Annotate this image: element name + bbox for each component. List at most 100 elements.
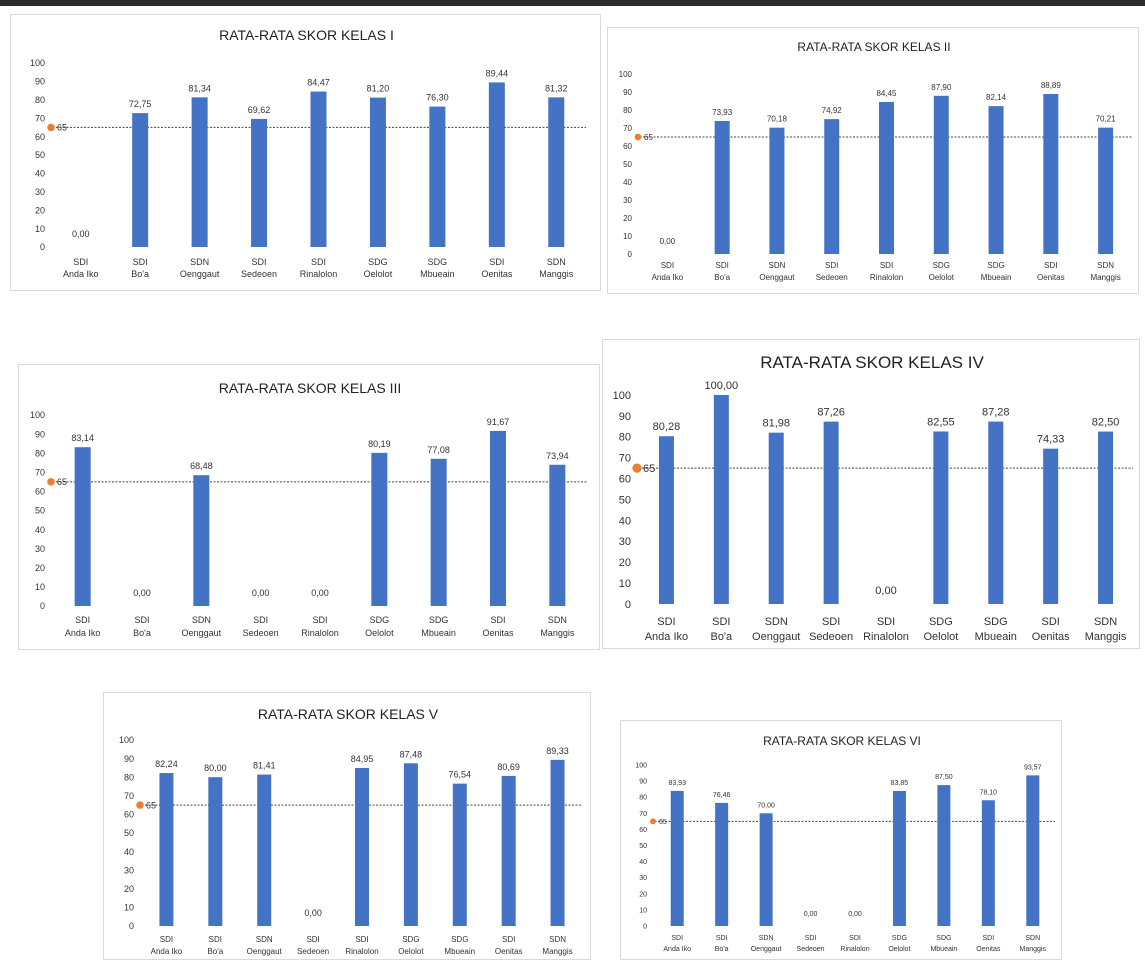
y-tick-label: 70	[35, 467, 45, 477]
data-label: 87,90	[931, 83, 952, 92]
data-label: 0,00	[660, 237, 676, 246]
y-tick-label: 40	[124, 847, 134, 857]
x-tick-label: SDI Rinalolon	[870, 261, 903, 282]
y-tick-label: 30	[35, 187, 45, 197]
x-tick-label: SDN Oenggaut	[759, 261, 795, 282]
chart-title: RATA-RATA SKOR KELAS III	[219, 380, 402, 396]
y-tick-label: 80	[35, 448, 45, 458]
x-tick-label: SDG Mbueain	[981, 261, 1012, 282]
data-label: 84,45	[876, 89, 897, 98]
x-tick-label: SDI Anda Iko	[663, 935, 691, 953]
bar	[933, 95, 949, 254]
y-tick-label: 100	[119, 735, 134, 745]
x-tick-label: SDG Mbueain	[421, 615, 456, 638]
chart-kelas-3: RATA-RATA SKOR KELAS III 0 10 20 30 40 50 60 70 8…	[18, 364, 600, 650]
x-tick-label: SDN Manggis	[1020, 935, 1047, 953]
reference-label: 65	[643, 463, 655, 475]
data-label: 89,44	[486, 68, 509, 78]
y-tick-label: 90	[124, 754, 134, 764]
y-tick-label: 40	[35, 525, 45, 535]
bar	[132, 113, 149, 247]
y-tick-label: 50	[35, 506, 45, 516]
reference-marker	[47, 123, 55, 132]
y-tick-label: 50	[124, 828, 134, 838]
y-tick-label: 20	[623, 214, 632, 223]
y-tick-label: 20	[639, 891, 647, 898]
bar	[310, 91, 327, 248]
chart-kelas-5: RATA-RATA SKOR KELAS V 0 10 20 30 40 50 60 70 80 9…	[103, 692, 591, 960]
x-tick-label: SDI Bo'a	[131, 257, 149, 279]
x-tick-label: SDI Rinalolon	[301, 615, 339, 638]
x-tick-label: SDG Mbueain	[975, 616, 1017, 643]
x-tick-label: SDI Anda Iko	[151, 935, 183, 956]
y-tick-label: 100	[619, 70, 633, 79]
y-tick-label: 80	[639, 795, 647, 802]
x-tick-label: SDN Manggis	[539, 257, 574, 279]
x-tick-label: SDI Oenitas	[1037, 261, 1065, 282]
y-tick-label: 20	[124, 884, 134, 894]
data-label: 74,33	[1037, 434, 1065, 446]
data-label: 68,48	[190, 461, 213, 471]
bar	[714, 120, 730, 255]
x-tick-label: SDI Bo'a	[133, 615, 151, 638]
data-label: 91,67	[487, 417, 510, 427]
chart-kelas-4: RATA-RATA SKOR KELAS IV 0 10 20 30 40 50 60 70 80…	[602, 339, 1140, 649]
data-label: 93,57	[1024, 764, 1042, 771]
y-tick-label: 70	[639, 811, 647, 818]
y-tick-label: 20	[35, 563, 45, 573]
x-tick-label: SDN Oenggaut	[752, 616, 800, 643]
data-label: 76,30	[426, 93, 449, 103]
x-tick-label: SDG Mbueain	[930, 935, 957, 953]
data-label: 81,34	[188, 83, 211, 93]
data-label: 0,00	[133, 588, 151, 598]
data-label: 82,50	[1092, 417, 1120, 429]
x-tick-label: SDN Manggis	[540, 615, 575, 638]
bar	[548, 97, 565, 247]
x-tick-label: SDI Oenitas	[976, 935, 1001, 953]
x-tick-label: SDI Rinalolon	[863, 616, 909, 643]
bar	[403, 763, 418, 926]
y-tick-label: 10	[35, 224, 45, 234]
reference-marker	[47, 478, 55, 486]
bar	[1098, 127, 1114, 254]
data-label: 88,89	[1041, 81, 1062, 90]
x-tick-label: SDI Sedeoen	[816, 261, 848, 282]
x-tick-label: SDG Mbueain	[420, 257, 455, 279]
x-tick-label: SDI Bo'a	[715, 935, 729, 953]
data-label: 84,47	[307, 78, 330, 88]
y-tick-label: 10	[623, 232, 632, 241]
x-tick-label: SDI Sedeoen	[297, 935, 329, 956]
reference-label: 65	[57, 123, 67, 133]
data-label: 81,41	[253, 761, 276, 771]
y-tick-label: 50	[639, 843, 647, 850]
x-tick-label: SDI Sedeoen	[797, 935, 825, 953]
data-label: 80,28	[653, 421, 681, 433]
bar	[759, 813, 773, 926]
x-tick-label: SDI Bo'a	[207, 935, 223, 956]
x-tick-label: SDI Rinalolon	[300, 257, 338, 279]
y-tick-label: 80	[619, 432, 631, 444]
data-label: 76,46	[713, 792, 731, 799]
x-tick-label: SDG Oelolot	[364, 257, 393, 279]
chart-title: RATA-RATA SKOR KELAS VI	[763, 734, 921, 748]
data-label: 72,75	[129, 99, 152, 109]
y-tick-label: 30	[124, 865, 134, 875]
data-label: 73,93	[712, 108, 733, 117]
reference-label: 65	[644, 133, 653, 142]
bar	[823, 421, 839, 604]
x-tick-label: SDI Anda Iko	[65, 615, 101, 638]
y-tick-label: 40	[619, 515, 631, 527]
y-tick-label: 90	[619, 411, 631, 423]
chart-kelas-6-svg: RATA-RATA SKOR KELAS VI 0 10 20 30 40 50 60 70 80…	[635, 734, 1055, 953]
x-tick-label: SDN Oenggaut	[751, 935, 782, 953]
reference-marker	[634, 133, 642, 141]
x-tick-label: SDI Oenitas	[481, 257, 513, 279]
x-tick-label: SDI Oenitas	[482, 615, 514, 638]
data-label: 80,69	[497, 762, 520, 772]
x-tick-label: SDG Oelolot	[888, 935, 910, 953]
bar	[501, 775, 516, 926]
bar	[369, 97, 386, 247]
bar	[550, 759, 565, 926]
bar	[251, 118, 268, 247]
bar	[988, 106, 1004, 254]
